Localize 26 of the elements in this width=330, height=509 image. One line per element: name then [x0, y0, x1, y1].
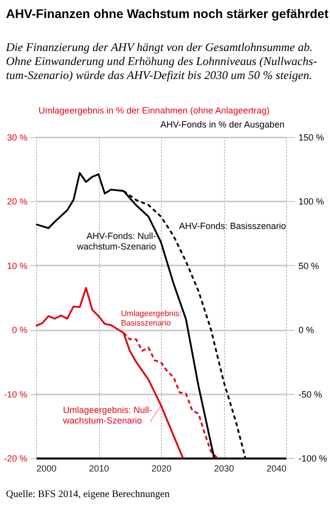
- y-tick-label: -20 %: [4, 454, 28, 464]
- y2-tick-label: 50 %: [298, 260, 320, 271]
- y-tick-label: 10 %: [6, 260, 28, 271]
- y2-tick-label: -100 %: [298, 454, 328, 464]
- source-note: Quelle: BFS 2014, eigene Berechnungen: [6, 489, 170, 500]
- y2-tick-label: 100 %: [298, 196, 324, 207]
- y2-tick-label: -50 %: [298, 389, 322, 400]
- y-tick-label: 0 %: [12, 325, 28, 336]
- x-tick-label: 2000: [36, 464, 57, 474]
- series-label: AHV-Fonds: Null- wachstum-Szenario: [76, 231, 156, 252]
- y-tick-label: 30 %: [6, 132, 28, 142]
- y2-tick-label: 0 %: [298, 325, 314, 336]
- legend-label: Umlageergebnis: Null- wachstum-Szenario: [62, 405, 152, 426]
- y-tick-label: -10 %: [4, 389, 28, 400]
- chart-subtitle: Die Finanzierung der AHV hängt von der Gesamtlohnsumme ab. Ohne Einwanderung und Erhöhung des Lohnniveaus (Nullwachs- tum-Szenario) würde das AHV-Defizit bis 2030 um 50 % steigen.: [6, 40, 318, 82]
- y-axis-title: Umlageergebnis in % der Einnahmen (ohne Anlageertrag): [38, 106, 270, 116]
- series-label: Umlageergebnis: Basisszenario: [121, 309, 182, 328]
- x-tick-label: 2030: [214, 464, 234, 474]
- y2-tick-label: 150 %: [298, 132, 324, 142]
- x-tick-label: 2020: [151, 464, 172, 474]
- series-label: AHV-Fonds: Basisszenario: [179, 221, 286, 231]
- y-tick-label: 20 %: [6, 196, 28, 207]
- y2-axis-title: AHV-Fonds in % der Ausgaben: [160, 120, 284, 130]
- x-tick-label: 2010: [88, 464, 110, 474]
- chart-title: AHV-Finanzen ohne Wachstum noch stärker gefährdet: [6, 7, 329, 21]
- x-tick-label: 2040: [266, 464, 286, 474]
